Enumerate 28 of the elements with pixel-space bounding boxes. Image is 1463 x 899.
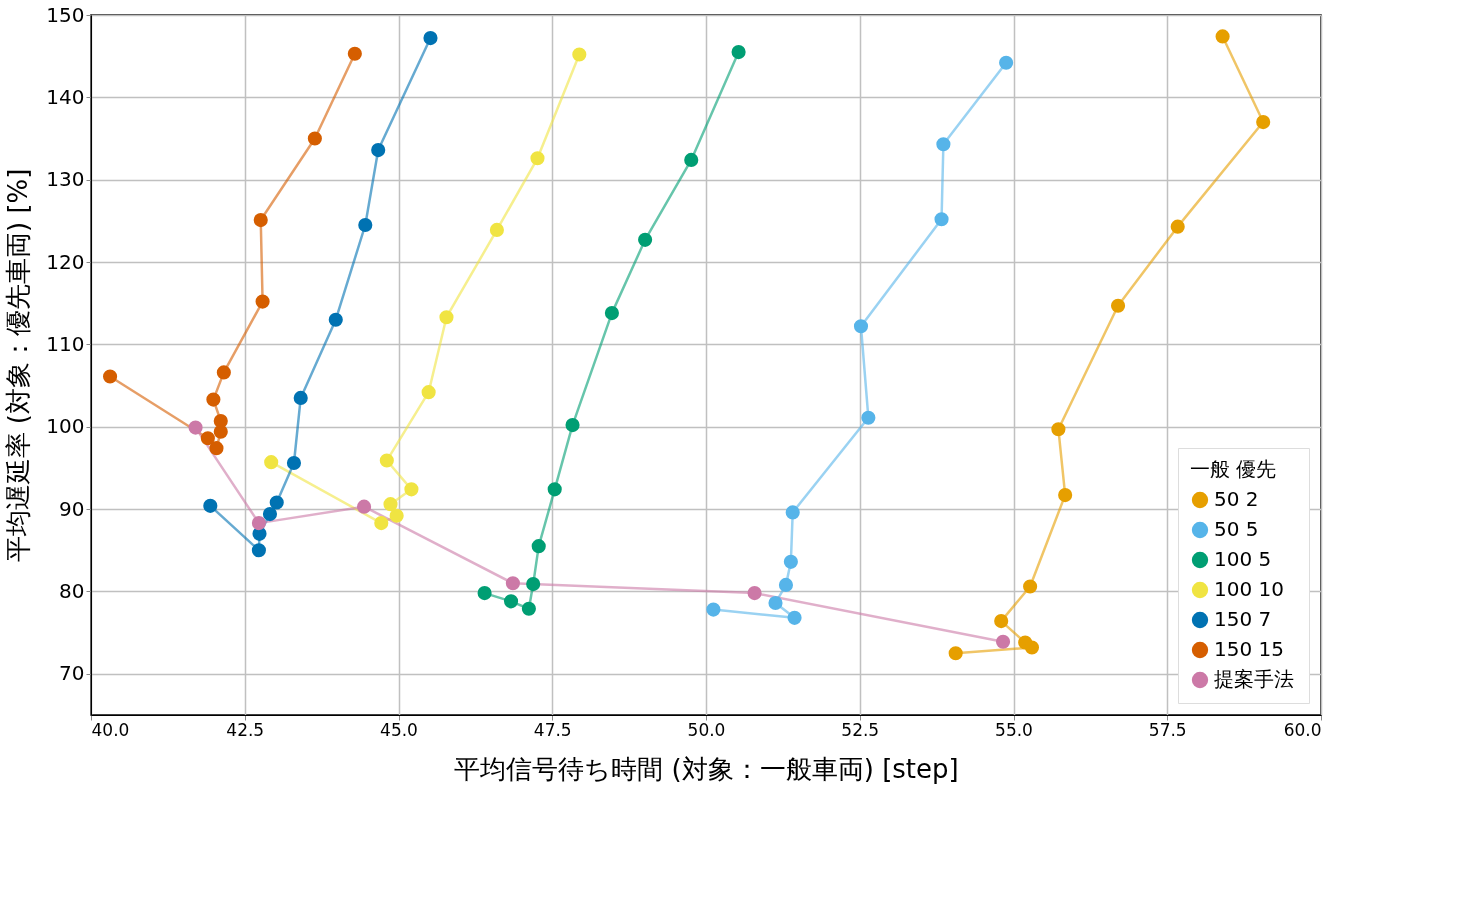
y-tick-label: 100 [46, 414, 85, 439]
y-axis-title: 平均遅延率 (対象：優先車両) [%] [3, 168, 34, 563]
x-axis-title: 平均信号待ち時間 (対象：一般車両) [step] [454, 753, 959, 784]
legend-label: 提案手法 [1214, 667, 1294, 691]
legend-label: 150 7 [1214, 607, 1272, 631]
y-tick-label: 150 [46, 2, 85, 27]
legend-label: 100 5 [1214, 547, 1272, 571]
legend-label: 50 2 [1214, 487, 1259, 511]
y-tick-label: 80 [59, 578, 85, 603]
x-tick-label: 50.0 [687, 719, 726, 740]
legend-label: 150 15 [1214, 637, 1284, 661]
x-tick-label: 45.0 [380, 719, 418, 740]
legend-title: 一般 優先 [1190, 457, 1277, 481]
x-tick-label: 52.5 [841, 719, 880, 740]
y-tick-label: 110 [46, 331, 85, 356]
y-tick-label: 90 [59, 496, 85, 521]
x-tick-label: 40.0 [91, 719, 130, 740]
x-tick-label: 55.0 [995, 719, 1033, 740]
x-tick-label: 42.5 [226, 719, 265, 740]
x-tick-label: 47.5 [533, 719, 572, 740]
y-tick-label: 140 [46, 84, 85, 109]
y-tick-label: 130 [46, 167, 85, 192]
y-tick-label: 70 [59, 661, 85, 686]
y-tick-label: 120 [46, 249, 85, 274]
legend-label: 100 10 [1214, 577, 1284, 601]
x-tick-label: 57.5 [1148, 719, 1187, 740]
x-tick-label: 60.0 [1283, 719, 1322, 740]
legend-label: 50 5 [1214, 517, 1259, 541]
